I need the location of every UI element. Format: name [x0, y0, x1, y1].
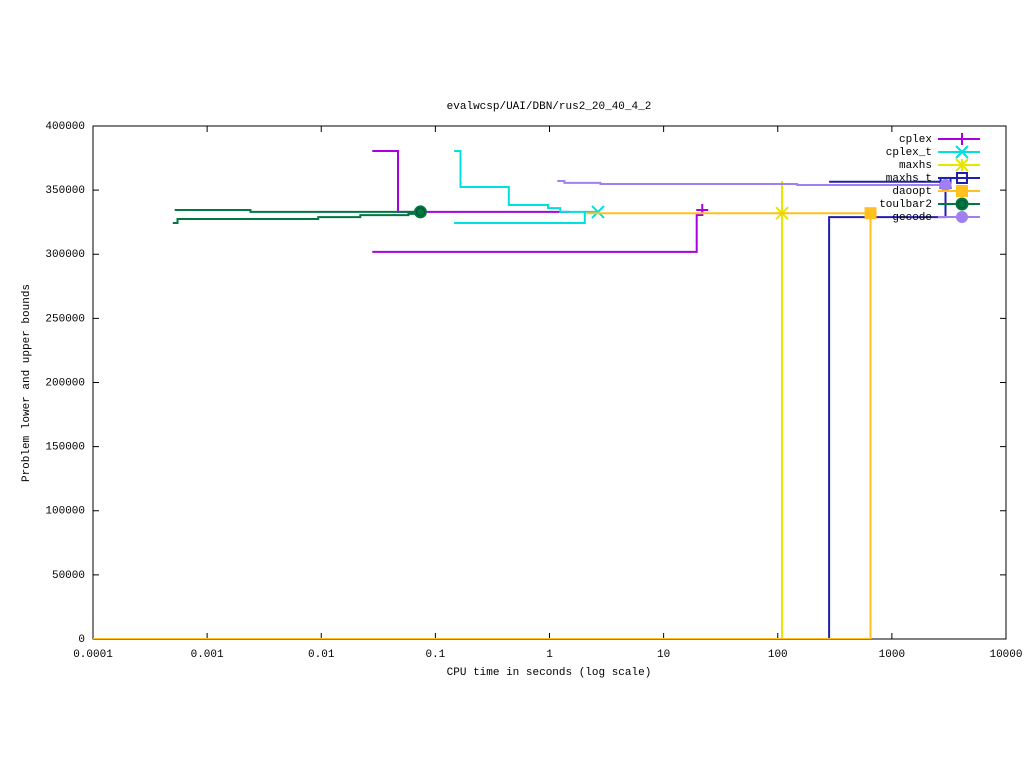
x-tick-label: 1000	[879, 649, 905, 661]
marker-shape	[415, 207, 425, 217]
y-tick-label: 250000	[45, 313, 85, 325]
y-tick-label: 0	[78, 634, 85, 646]
chart-title: evalwcsp/UAI/DBN/rus2_20_40_4_2	[447, 101, 652, 113]
marker-stroke	[955, 158, 969, 172]
series-line	[93, 212, 872, 639]
series-line	[93, 181, 783, 639]
marker	[955, 158, 969, 172]
marker	[413, 205, 427, 219]
legend-label: cplex_t	[886, 147, 932, 159]
x-tick-label: 0.001	[191, 649, 224, 661]
legend-entry: cplex_t	[886, 147, 980, 159]
marker-shape	[957, 199, 967, 209]
y-tick-label: 400000	[45, 121, 85, 133]
marker-shape	[956, 211, 968, 223]
legend-label: toulbar2	[879, 199, 932, 211]
marker	[955, 145, 969, 159]
x-tick-label: 0.1	[425, 649, 445, 661]
series-line	[557, 180, 946, 186]
marker-stroke	[955, 145, 969, 159]
plot-frame	[92, 125, 1007, 640]
marker-shape	[956, 172, 968, 184]
series-line	[372, 150, 704, 253]
marker	[864, 207, 877, 220]
y-tick-label: 150000	[45, 442, 85, 454]
y-tick-label: 350000	[45, 185, 85, 197]
marker	[955, 197, 969, 211]
marker-shape	[939, 178, 952, 191]
legend-label: daoopt	[892, 186, 932, 198]
series-line	[172, 209, 421, 224]
legend-label: maxhs_t	[886, 173, 932, 185]
legend-entry: maxhs_t	[886, 173, 980, 185]
x-tick-label: 0.0001	[73, 649, 113, 661]
x-tick-label: 0.01	[308, 649, 335, 661]
x-tick-label: 100	[768, 649, 788, 661]
marker	[956, 133, 968, 145]
x-tick-label: 10	[657, 649, 670, 661]
series-line	[93, 180, 947, 639]
marker	[956, 185, 968, 197]
y-tick-label: 100000	[45, 506, 85, 518]
marker	[956, 211, 968, 223]
y-tick-label: 200000	[45, 377, 85, 389]
series-line	[454, 150, 598, 224]
y-axis-label: Problem lower and upper bounds	[21, 284, 33, 482]
legend-label: maxhs	[899, 160, 932, 172]
marker	[939, 178, 952, 191]
marker	[591, 205, 605, 219]
marker-shape	[864, 207, 877, 220]
x-axis-label: CPU time in seconds (log scale)	[447, 667, 652, 679]
x-tick-label: 10000	[989, 649, 1022, 661]
x-tick-label: 1	[546, 649, 553, 661]
marker-shape	[956, 185, 968, 197]
legend-label: cplex	[899, 134, 932, 146]
legend-label: gecode	[892, 212, 932, 224]
marker	[956, 172, 968, 184]
y-tick-label: 50000	[52, 570, 85, 582]
y-tick-label: 300000	[45, 249, 85, 261]
marker-stroke	[591, 205, 605, 219]
